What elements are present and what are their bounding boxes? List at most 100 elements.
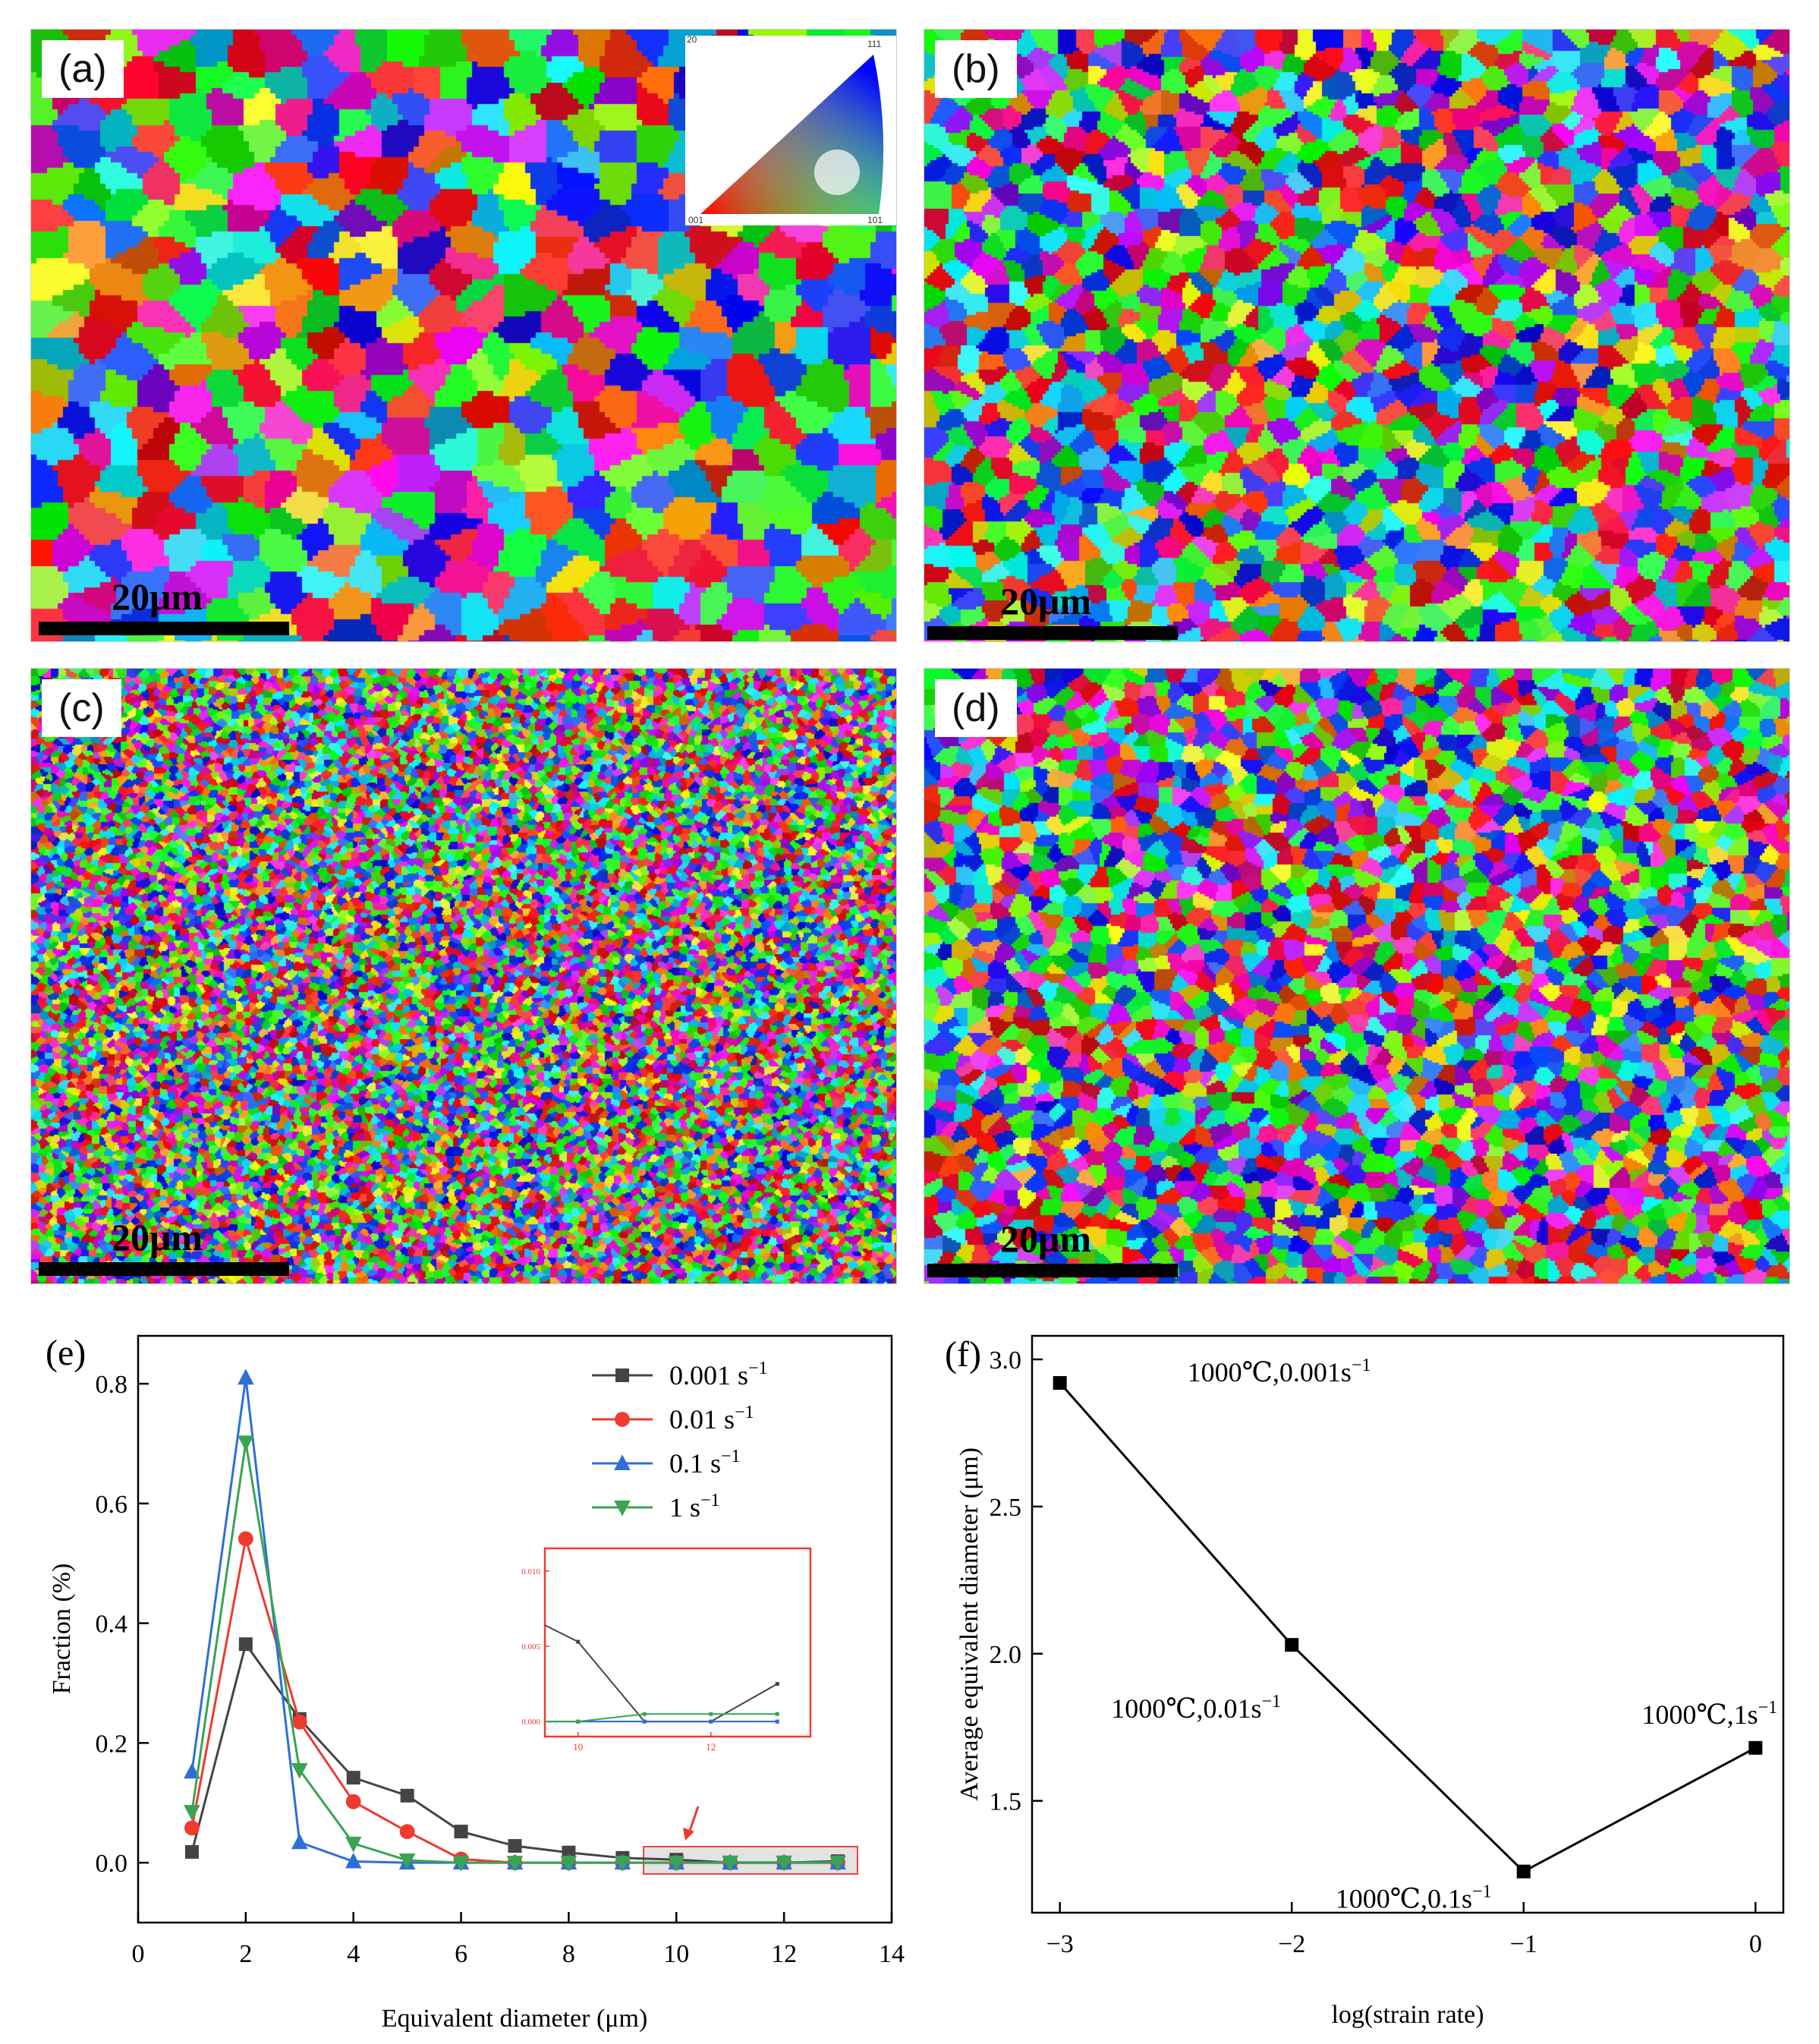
orientation-map (924, 669, 1789, 1283)
inset-data-point (775, 1682, 779, 1687)
y-axis-label: Fraction (%) (48, 1564, 76, 1695)
scale-bar-line (39, 622, 289, 635)
panel-label: (c) (42, 679, 121, 737)
scale-bar-line (927, 1264, 1178, 1277)
data-point (399, 1824, 415, 1840)
data-point (345, 1794, 361, 1809)
inset-data-point (510, 1720, 514, 1724)
y-tick-label: 2.0 (990, 1641, 1022, 1669)
inset-arrow-head (683, 1828, 694, 1841)
panel-label-f: (f) (945, 1334, 981, 1375)
x-tick-label: 14 (879, 1940, 905, 1968)
orientation-map (31, 669, 896, 1283)
plot-frame (137, 1334, 893, 1924)
y-axis-label: Average equivalent diameter (μm) (955, 1447, 983, 1801)
data-point (184, 1844, 199, 1859)
y-tick-label: 0.4 (96, 1611, 128, 1639)
ipf-label-001: 001 (688, 215, 704, 225)
inset-data-point (642, 1719, 647, 1724)
data-point (615, 1412, 630, 1427)
series-line (1059, 1382, 1757, 1873)
inset-data-point (775, 1712, 779, 1716)
x-tick-label: 6 (455, 1940, 467, 1968)
y-tick-label: 0.0 (96, 1850, 128, 1878)
inset-x-tick-label: 12 (706, 1741, 716, 1753)
point-annotation: 1000℃,1s−1 (1641, 1698, 1777, 1730)
panel-label: (b) (935, 40, 1017, 98)
inset-data-point (709, 1712, 713, 1716)
y-tick-label: 1.5 (990, 1788, 1022, 1816)
inset-data-point (642, 1712, 647, 1716)
data-point (398, 1853, 416, 1869)
data-point (508, 1839, 522, 1853)
data-point (291, 1762, 308, 1779)
inset-data-point (510, 1720, 514, 1724)
inset-frame (543, 1547, 812, 1738)
x-tick-label: −3 (1046, 1930, 1074, 1958)
x-axis-label: Equivalent diameter (μm) (382, 2005, 648, 2033)
data-point (238, 1531, 253, 1547)
legend-label: 0.001 s−1 (669, 1359, 768, 1390)
inset-data-point (510, 1607, 514, 1611)
inset-x-tick-label: 10 (573, 1741, 583, 1753)
ebsd-map-b: (b) 20μm (924, 29, 1790, 642)
ebsd-map-a: (a) 20 001 101 111 20μm (30, 29, 897, 642)
ipf-color-key: 20 001 101 111 (685, 34, 896, 225)
point-annotation: 1000℃,0.01s−1 (1111, 1692, 1281, 1724)
legend: 0.001 s−1 0.01 s−1 0.1 s−1 1 s−1 (592, 1359, 768, 1523)
ebsd-map-d: (d) 20μm (924, 668, 1790, 1284)
data-point (614, 1501, 631, 1516)
x-tick-label: 0 (1749, 1930, 1762, 1958)
inset-arrow (688, 1806, 700, 1834)
data-point (400, 1788, 414, 1803)
legend-label: 1 s−1 (669, 1491, 720, 1523)
x-tick-label: 4 (347, 1940, 360, 1968)
inset-y-tick-label: 0.005 (521, 1642, 540, 1652)
inset-y-tick-label: 0.000 (521, 1718, 540, 1727)
scale-bar-label: 20μm (1000, 1217, 1091, 1260)
point-annotation: 1000℃,0.001s−1 (1188, 1356, 1371, 1387)
scale-bar-line (39, 1262, 289, 1276)
data-point (184, 1762, 200, 1779)
legend-label: 0.1 s−1 (669, 1447, 741, 1479)
x-tick-label: 8 (562, 1940, 575, 1968)
panel-label: (a) (42, 40, 124, 98)
data-point (184, 1820, 200, 1836)
chart-e-size-distribution: (e) 0 2 4 6 8 10 12 14 0.0 0.2 0.4 0.6 0.8 0.001 s−1… (46, 1333, 905, 2033)
ipf-label-111: 111 (867, 39, 882, 49)
data-point (614, 1856, 631, 1872)
inset-data-point (775, 1719, 779, 1724)
y-tick-label: 0.8 (96, 1371, 128, 1399)
panel-label: (d) (935, 679, 1017, 737)
ipf-label-top-left: 20 (687, 34, 697, 45)
data-point (1053, 1376, 1067, 1390)
data-point (776, 1855, 792, 1872)
data-point (238, 1435, 254, 1452)
inset-y-tick-label: 0.010 (521, 1567, 540, 1576)
chart-f-avg-diameter: (f) −3 −2 −1 0 1.5 2.0 2.5 3.0 1000℃,0.001s−1 10… (945, 1334, 1785, 2029)
data-point (346, 1771, 360, 1785)
x-tick-label: −2 (1278, 1930, 1305, 1958)
data-point (291, 1714, 307, 1730)
data-point (452, 1856, 470, 1872)
data-point (184, 1805, 200, 1821)
data-point (345, 1836, 362, 1853)
panel-label-e: (e) (46, 1333, 86, 1373)
ebsd-map-c: (c) 20μm (30, 668, 897, 1284)
inset-data-point (576, 1719, 581, 1724)
y-tick-label: 3.0 (990, 1346, 1022, 1375)
scale-bar-line (927, 626, 1178, 640)
x-tick-label: −1 (1510, 1930, 1537, 1958)
data-point (238, 1637, 253, 1652)
ipf-label-101: 101 (867, 215, 883, 225)
x-tick-label: 0 (132, 1940, 145, 1968)
data-point (238, 1368, 254, 1385)
y-tick-label: 2.5 (990, 1494, 1022, 1522)
data-point (506, 1856, 524, 1872)
plot-frame (1031, 1334, 1785, 1914)
y-tick-label: 0.2 (96, 1730, 128, 1758)
inset-zoom-chart: 10 12 0.000 0.005 0.010 (510, 1547, 812, 1753)
data-point (1516, 1864, 1531, 1879)
x-axis-label: log(strain rate) (1331, 2001, 1484, 2029)
data-point (345, 1852, 362, 1869)
